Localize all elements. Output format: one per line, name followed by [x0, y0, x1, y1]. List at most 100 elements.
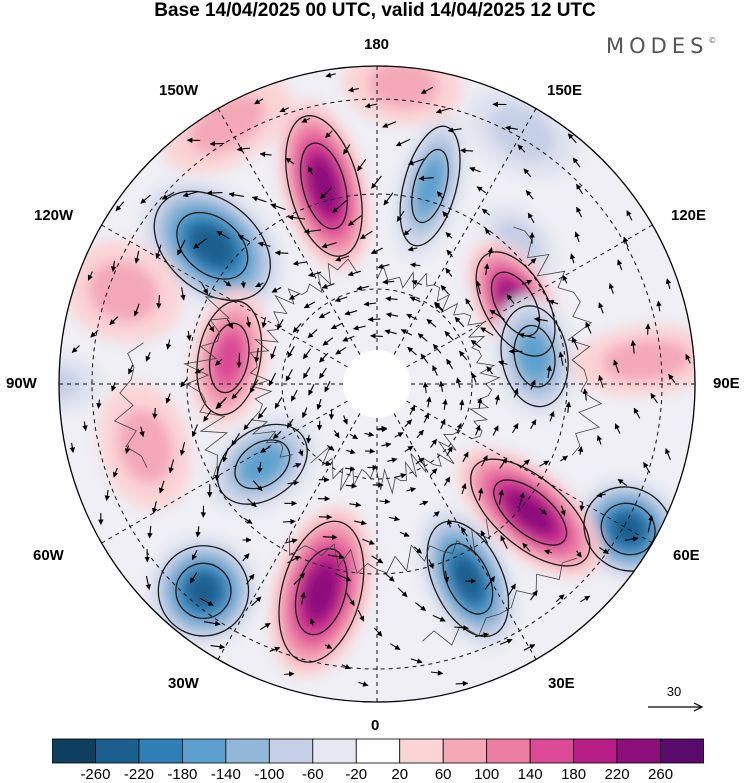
- wind-vector: [145, 575, 151, 590]
- lon-label-60w: 60W: [33, 547, 64, 564]
- anomaly-contour: [475, 251, 556, 357]
- wind-vector: [288, 293, 300, 300]
- lon-label-30e: 30E: [548, 675, 575, 692]
- anomaly-level: [416, 157, 445, 215]
- wind-vector: [145, 351, 151, 362]
- colorbar-segment: [616, 738, 661, 764]
- wind-vector: [246, 573, 255, 585]
- wind-vector: [349, 433, 359, 440]
- wind-vector: [257, 241, 271, 247]
- wind-vector: [562, 274, 568, 284]
- wind-vectors: [69, 72, 691, 687]
- anomaly-level: [452, 556, 484, 602]
- wind-vector: [484, 228, 491, 236]
- wind-vector: [518, 332, 536, 339]
- wind-vector: [303, 228, 321, 235]
- anomaly-contour: [426, 520, 510, 638]
- wind-vector: [489, 309, 505, 320]
- map-border: [58, 65, 696, 703]
- wind-vector: [492, 425, 499, 436]
- wind-vector: [343, 144, 351, 155]
- wind-vector: [579, 501, 585, 512]
- wind-vector: [139, 426, 145, 438]
- wind-vector: [384, 329, 397, 335]
- wind-vector: [446, 518, 453, 528]
- wind-vector: [447, 127, 462, 133]
- wind-vector: [576, 550, 582, 558]
- wind-vector: [396, 210, 405, 222]
- wind-vector: [530, 379, 536, 390]
- wind-vector: [287, 214, 306, 221]
- wind-vector: [147, 525, 153, 539]
- wind-vector: [90, 329, 99, 338]
- wind-vector: [352, 325, 366, 331]
- wind-vector: [284, 538, 298, 544]
- wind-vector: [444, 476, 451, 486]
- wind-vector: [560, 505, 566, 517]
- wind-vector: [382, 279, 395, 285]
- colorbar-tick-label: 100: [474, 766, 500, 783]
- coastline: [289, 518, 491, 575]
- wind-vector: [399, 531, 410, 537]
- wind-vector: [420, 353, 429, 364]
- wind-vector: [548, 299, 559, 305]
- wind-vector: [347, 86, 359, 93]
- wind-vector: [569, 253, 576, 264]
- wind-vector: [409, 296, 421, 303]
- wind-vector: [518, 492, 525, 508]
- anomaly-level: [59, 366, 80, 402]
- wind-vector: [320, 186, 333, 199]
- wind-vector: [656, 300, 662, 312]
- wind-vector: [513, 388, 519, 398]
- wind-vector: [228, 192, 245, 198]
- colorbar-segment: [312, 738, 357, 764]
- wind-vector: [203, 410, 212, 422]
- wind-vector: [465, 298, 474, 311]
- wind-vector: [274, 250, 289, 256]
- colorbar-segment: [95, 738, 140, 764]
- wind-vector: [404, 419, 413, 428]
- anomaly-contour: [411, 148, 449, 224]
- wind-vector: [371, 175, 382, 189]
- wind-vector: [354, 519, 367, 526]
- wind-vector: [177, 239, 186, 256]
- wind-vector: [525, 190, 534, 200]
- wind-vector: [527, 258, 537, 267]
- wind-vector: [394, 432, 404, 438]
- anomaly-contour: [399, 125, 461, 247]
- anomaly-contour: [442, 543, 494, 615]
- wind-vector: [247, 498, 257, 508]
- wind-vector: [71, 345, 80, 353]
- wind-vector: [476, 186, 486, 194]
- wind-vector: [215, 358, 223, 366]
- wind-vector: [483, 263, 490, 275]
- wind-vector: [285, 369, 293, 382]
- wind-vector: [426, 318, 437, 328]
- wind-vector: [650, 392, 658, 404]
- wind-vector: [209, 141, 225, 147]
- wind-vector: [471, 372, 477, 383]
- wind-vector: [96, 399, 102, 409]
- wind-vector: [665, 278, 672, 290]
- colorbar-segment: [138, 738, 183, 764]
- wind-vector: [308, 384, 315, 396]
- wind-vector: [124, 445, 131, 455]
- wind-vector: [406, 313, 418, 320]
- wind-vector: [403, 228, 412, 236]
- wind-vector: [415, 602, 427, 612]
- wind-vector: [407, 346, 417, 356]
- anomaly-contour: [493, 479, 568, 546]
- wind-vector: [494, 394, 500, 405]
- wind-vector: [624, 536, 639, 542]
- wind-vector: [261, 316, 267, 329]
- wind-vector: [373, 627, 383, 637]
- wind-vector: [287, 555, 301, 564]
- anomaly-level: [241, 445, 284, 484]
- wind-vector: [458, 350, 468, 361]
- wind-vector: [276, 319, 284, 330]
- wind-vector: [292, 323, 302, 333]
- wind-vector: [668, 373, 676, 384]
- anomaly-level: [367, 66, 439, 109]
- wind-vector: [300, 591, 306, 605]
- wind-vector: [572, 157, 581, 168]
